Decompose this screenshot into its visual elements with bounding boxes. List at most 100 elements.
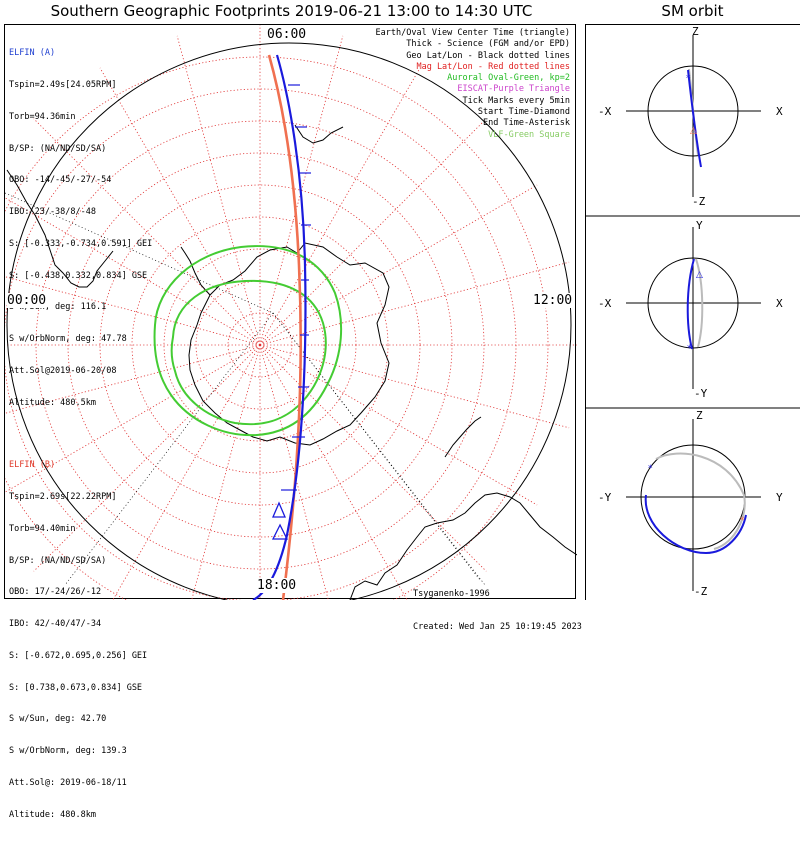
- xy-left-label: -X: [598, 297, 612, 310]
- elfin-b-line: B/SP: (NA/ND/SD/SA): [9, 555, 107, 566]
- australia-coast: [349, 492, 577, 600]
- elfin-b-line: IBO: 42/-40/47/-34: [9, 619, 102, 630]
- legend-entry: Geo Lat/Lon - Black dotted lines: [406, 50, 570, 61]
- xy-bottom-label: -Y: [694, 387, 708, 400]
- orbit-panel-yz: * *: [626, 419, 761, 591]
- xy-right-label: X: [776, 297, 783, 310]
- created-credit: Created: Wed Jan 25 10:19:45 2023: [413, 622, 582, 632]
- orbit-a-yz: [644, 494, 747, 555]
- earth-limb: [6, 42, 572, 600]
- legend: Earth/Oval View Center Time (triangle) Th…: [376, 28, 570, 141]
- orbit-a-xz: [687, 69, 702, 168]
- geo-grid: [5, 192, 486, 586]
- orbit-title: SM orbit: [661, 2, 724, 20]
- credits: Tsyganenko-1996 Created: Wed Jan 25 10:1…: [413, 567, 582, 655]
- elfin-a-line: S w/OrbNorm, deg: 47.78: [9, 334, 127, 345]
- mag-lon-line: [259, 67, 421, 346]
- clock-label-top: 06:00: [267, 27, 307, 42]
- elfin-a-line: OBO: -14/-45/-27/-54: [9, 175, 112, 186]
- yz-bottom-label: -Z: [694, 585, 708, 598]
- mag-lon-line: [259, 184, 538, 346]
- mag-lon-line: [259, 261, 570, 346]
- elfin-a-line: Altitude: 480.5km: [9, 397, 96, 408]
- orbit-b-yz: [655, 452, 746, 550]
- clock-label-bottom: 18:00: [257, 578, 297, 593]
- elfin-b-line: S: [0.738,0.673,0.834] GSE: [9, 682, 143, 693]
- elfin-b-line: Altitude: 480.8km: [9, 809, 96, 820]
- elfin-b-line: OBO: 17/-24/26/-12: [9, 587, 102, 598]
- legend-entry: End Time-Asterisk: [483, 118, 570, 129]
- mag-lon-line: [5, 197, 261, 346]
- elfin-b-line: Tspin=2.69s[22.22RPM]: [9, 491, 117, 502]
- yz-top-label: Z: [696, 409, 703, 422]
- footprint-map-canvas: [5, 25, 577, 600]
- south-america-coast: [6, 169, 114, 288]
- orbit-a-xy: [686, 258, 695, 350]
- elfin-a-line: IBO: 23/-38/8/-48: [9, 207, 96, 218]
- elfin-a-line: Torb=94.36min: [9, 111, 76, 122]
- svg-text:*: *: [687, 344, 692, 354]
- elfin-b-line: Att.Sol@: 2019-06-18/11: [9, 778, 127, 788]
- legend-entry: VLF-Green Square: [488, 129, 570, 140]
- elfin-a-tick-marks: [281, 84, 311, 491]
- svg-text:△: △: [690, 126, 697, 136]
- elfin-a-info: ELFIN (A) Tspin=2.49s[24.05RPM] Torb=94.…: [9, 27, 152, 430]
- elfin-b-track: [267, 54, 303, 600]
- xz-left-label: -X: [598, 105, 612, 118]
- mag-lon-line: [176, 35, 261, 346]
- mag-lon-line: [259, 344, 570, 429]
- svg-text:*: *: [740, 516, 745, 526]
- antarctica-coastline: [188, 242, 390, 446]
- legend-entry: EISCAT-Purple Triangle: [457, 84, 570, 95]
- auroral-oval-inner: [170, 279, 327, 426]
- legend-entry: Start Time-Diamond: [477, 107, 570, 118]
- mag-lon-line: [259, 344, 408, 600]
- elfin-b-center-triangle: [271, 523, 289, 540]
- orbit-panel-xz: * △: [626, 35, 761, 197]
- elfin-a-line: B/SP: (NA/ND/SD/SA): [9, 143, 107, 154]
- mag-lon-line: [5, 276, 261, 346]
- elfin-b-line: S: [-0.672,0.695,0.256] GEI: [9, 650, 148, 661]
- xz-right-label: X: [776, 105, 783, 118]
- legend-entry: Thick - Science (FGM and/or EPD): [406, 39, 570, 50]
- elfin-a-line: S: [-0.438,0.332,0.834] GSE: [9, 270, 148, 281]
- clock-label-right: 12:00: [533, 293, 573, 308]
- mag-lon-line: [259, 344, 329, 600]
- mag-lon-line: [99, 67, 261, 346]
- mag-lon-line: [33, 118, 261, 346]
- xz-bottom-label: -Z: [692, 195, 706, 208]
- legend-entry: Earth/Oval View Center Time (triangle): [375, 28, 570, 38]
- mag-lon-line: [191, 344, 261, 600]
- svg-text:△: △: [696, 270, 703, 280]
- new-zealand-coast: [444, 416, 482, 458]
- elfin-b-line: S w/Sun, deg: 42.70: [9, 714, 107, 725]
- elfin-b-line: S w/OrbNorm, deg: 139.3: [9, 746, 127, 757]
- africa-coast: [294, 124, 344, 144]
- mag-lon-line: [112, 344, 261, 600]
- elfin-a-line: S: [-0.333,-0.734,0.591] GEI: [9, 238, 153, 249]
- xz-top-label: Z: [692, 25, 699, 38]
- xy-top-label: Y: [696, 219, 703, 232]
- mag-lon-line: [259, 344, 538, 506]
- legend-entry: Auroral Oval-Green, kp=2: [447, 73, 570, 84]
- elfin-a-track: [252, 54, 307, 600]
- mag-lon-line: [259, 118, 487, 346]
- mag-lon-line: [259, 344, 487, 572]
- elfin-b-name: ELFIN (B): [9, 460, 56, 471]
- yz-right-label: Y: [776, 491, 783, 504]
- yz-left-label: -Y: [598, 491, 612, 504]
- elfin-b-line: Torb=94.40min: [9, 523, 76, 534]
- elfin-a-line: Tspin=2.49s[24.05RPM]: [9, 79, 117, 90]
- clock-label-left: 00:00: [7, 293, 47, 308]
- mag-lon-line: [33, 344, 261, 572]
- mag-lon-line: [5, 344, 261, 414]
- elfin-a-line: Att.Sol@2019-06-20/08: [9, 366, 117, 376]
- orbit-canvas: * △ △ * * *: [586, 35, 800, 591]
- model-credit: Tsyganenko-1996: [413, 589, 490, 599]
- main-title: Southern Geographic Footprints 2019-06-2…: [50, 2, 533, 20]
- orbit-b-xy: [695, 258, 704, 348]
- elfin-a-name: ELFIN (A): [9, 48, 56, 59]
- orbit-panel-xy: △ *: [626, 227, 761, 389]
- legend-entry: Tick Marks every 5min: [462, 95, 570, 106]
- footprint-map: ELFIN (A) Tspin=2.49s[24.05RPM] Torb=94.…: [4, 24, 582, 820]
